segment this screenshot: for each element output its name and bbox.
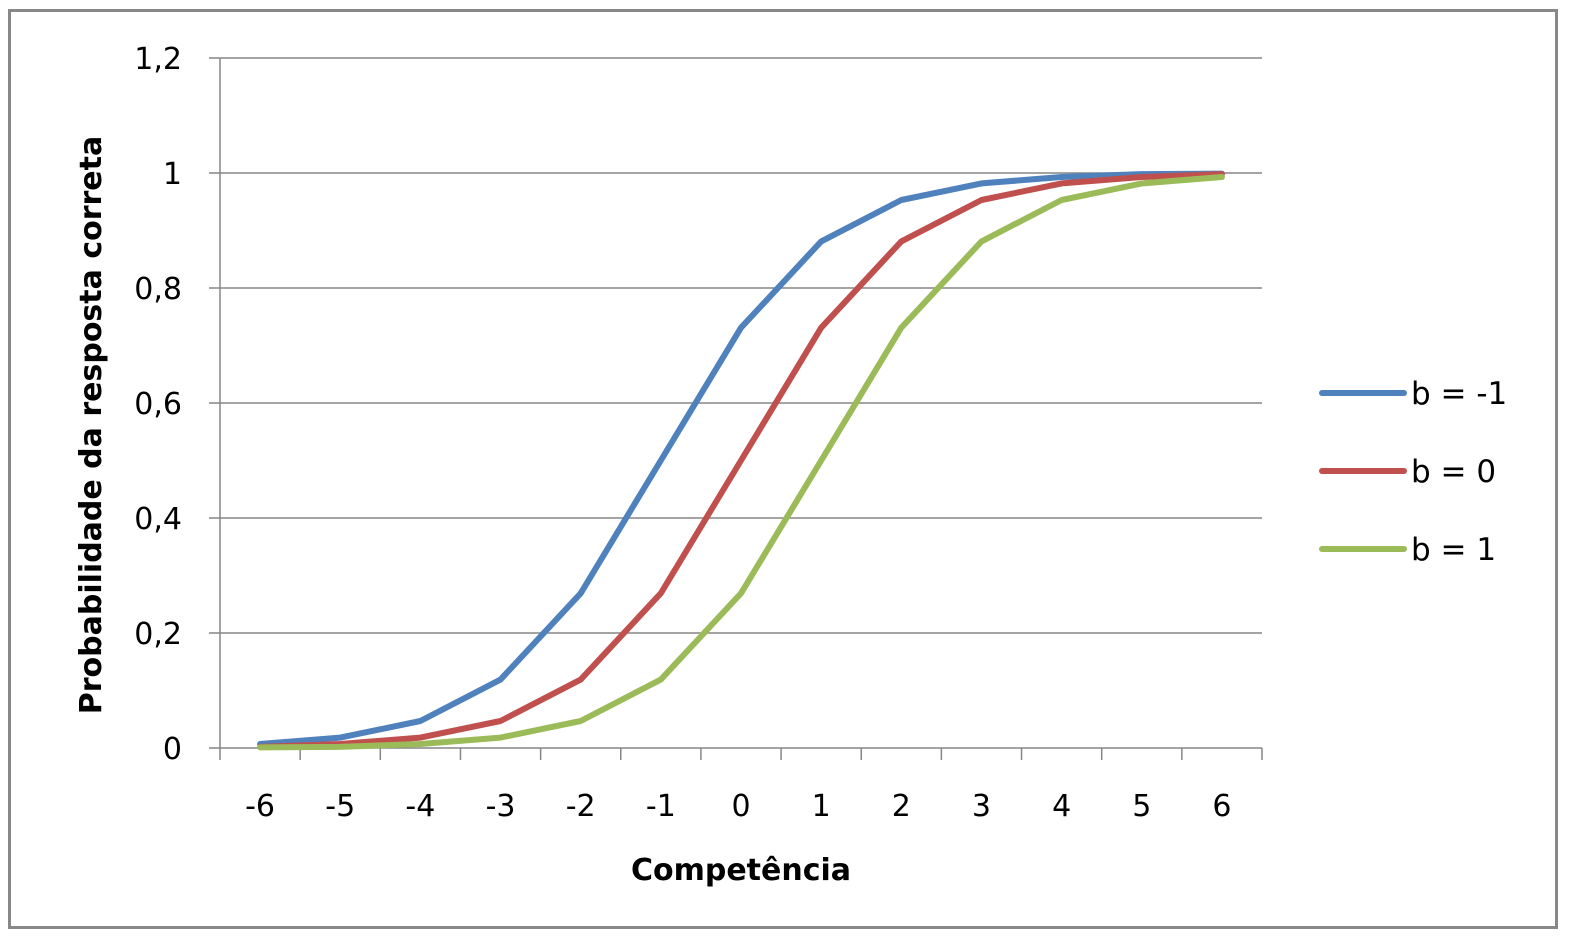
chart-frame [8,9,1558,929]
series-lines [257,170,1225,751]
series-line-0 [257,170,1225,747]
x-tick-label: -1 [646,789,676,824]
legend: b = -1 b = 0 b = 1 [1319,376,1507,568]
y-tick-label: 0,8 [134,272,182,307]
series-line-1 [257,171,1225,750]
x-tick-label: 3 [972,789,991,824]
x-tick-label: 1 [812,789,831,824]
y-tick-label: 0,2 [134,617,182,652]
x-tick-label: -5 [325,789,355,824]
x-axis-title: Competência [631,853,851,888]
x-tick-label: 4 [1052,789,1071,824]
legend-label: b = 0 [1411,454,1496,490]
x-tick-label: 2 [892,789,911,824]
y-axis-title: Probabilidade da resposta correta [74,136,109,714]
x-tick-label: -6 [245,789,275,824]
y-tick-label: 0,4 [134,502,182,537]
axes: 0 0,2 0,4 0,6 0,8 1 1,2 -6 -5 -4 -3 -2 -1 0 1 2 3 4 5 6 [134,42,1263,824]
y-tick-label: 1 [163,157,182,192]
legend-label: b = -1 [1411,376,1507,412]
x-tick-label: 6 [1212,789,1231,824]
y-tick-label: 0,6 [134,387,182,422]
y-tick-label: 0 [163,732,182,767]
x-tick-label: -2 [566,789,596,824]
x-tick-label: 0 [731,789,750,824]
x-tick-label: -4 [405,789,435,824]
y-tick-label: 1,2 [134,42,182,77]
x-tick-label: -3 [486,789,516,824]
gridlines [220,57,1262,634]
legend-label: b = 1 [1411,532,1496,568]
x-tick-label: 5 [1132,789,1151,824]
series-line-2 [257,174,1225,751]
